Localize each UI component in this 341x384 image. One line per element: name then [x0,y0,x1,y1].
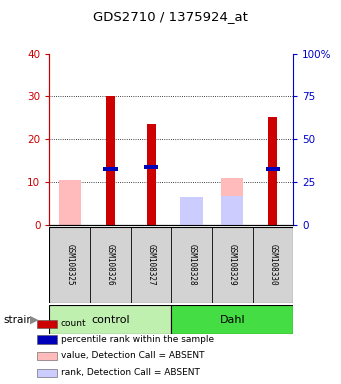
Bar [171,305,293,334]
Bar [37,369,57,377]
Bar [221,195,243,225]
Text: Dahl: Dahl [220,314,245,325]
Text: value, Detection Call = ABSENT: value, Detection Call = ABSENT [60,351,204,360]
Bar [221,178,243,225]
Text: GDS2710 / 1375924_at: GDS2710 / 1375924_at [93,10,248,23]
Bar [180,200,203,225]
Bar [49,305,171,334]
Text: GSM108328: GSM108328 [187,244,196,286]
Text: GSM108326: GSM108326 [106,244,115,286]
Text: strain: strain [3,314,33,325]
Text: GSM108325: GSM108325 [65,244,74,286]
Bar [180,197,203,225]
Text: GSM108327: GSM108327 [147,244,155,286]
Text: rank, Detection Call = ABSENT: rank, Detection Call = ABSENT [60,368,199,377]
Text: control: control [91,314,130,325]
Bar [266,167,280,171]
Text: ▶: ▶ [30,314,38,325]
Text: GSM108329: GSM108329 [228,244,237,286]
Bar [147,124,155,225]
Text: GSM108330: GSM108330 [268,244,278,286]
Bar [37,319,57,328]
Text: count: count [60,319,86,328]
Bar [268,117,278,225]
Bar [106,96,115,225]
Bar [37,351,57,360]
Bar [37,335,57,344]
Text: percentile rank within the sample: percentile rank within the sample [60,335,213,344]
Bar [59,180,81,225]
Bar [103,167,118,171]
Bar [144,165,158,169]
